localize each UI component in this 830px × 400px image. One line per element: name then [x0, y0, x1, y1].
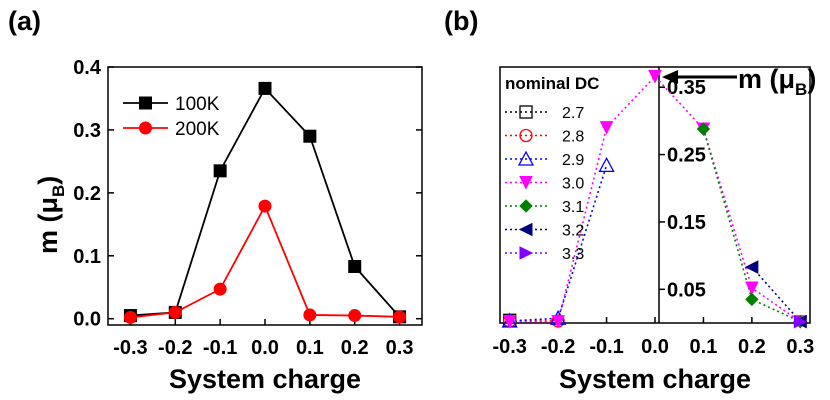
- y-tick-label-b: 0.15: [667, 212, 706, 234]
- data-point-100K: [213, 164, 227, 178]
- y-tick-label-a: 0.3: [73, 120, 101, 142]
- series-line-3.2: [751, 266, 801, 323]
- legend-label-2.9: 2.9: [562, 152, 584, 169]
- data-point-200K: [303, 308, 317, 322]
- x-tick-label-b: 0.1: [690, 336, 718, 358]
- data-point-200K: [348, 309, 362, 323]
- legend-marker-3.1: [519, 199, 533, 213]
- panel-b-label: (b): [444, 6, 479, 36]
- axis-pointer-label: m (μB): [738, 64, 816, 99]
- x-tick-label-a: -0.2: [158, 337, 192, 359]
- data-point-200K: [393, 310, 407, 324]
- chart-panel-a: 0.0 0.1 0.2 0.3 0.4 -0.3 -0.2 -0.1 0.0 0.1 0.2 0.3 S…: [33, 57, 423, 394]
- y-axis-title-a: m (μB): [33, 176, 68, 254]
- legend-label-100K: 100K: [175, 94, 220, 115]
- data-point-200K: [258, 199, 272, 213]
- plot-frame-b: [499, 66, 811, 324]
- legend-title-b: nominal DC: [505, 74, 599, 93]
- y-tick-label-a: 0.2: [73, 183, 101, 205]
- x-tick-label-b: 0.2: [738, 336, 766, 358]
- data-point-200K: [213, 282, 227, 296]
- y-tick-label-a: 0.4: [73, 57, 102, 79]
- legend-label-2.7: 2.7: [562, 105, 584, 122]
- data-point-3.0: [745, 281, 759, 296]
- data-point-200K: [168, 305, 182, 319]
- y-tick-label-a: 0.0: [73, 309, 101, 331]
- legend-marker-100K: [139, 96, 152, 110]
- panel-a-label: (a): [8, 6, 41, 36]
- legend-marker-3.0: [519, 176, 533, 190]
- series-line-2.9: [509, 165, 608, 322]
- x-tick-label-b: -0.3: [492, 336, 526, 358]
- data-point-2.9: [598, 156, 615, 173]
- x-axis-title-a: System charge: [169, 364, 361, 394]
- legend-label-3.1: 3.1: [562, 199, 584, 216]
- data-point-3.0: [502, 315, 517, 329]
- legend-marker-200K: [139, 121, 152, 135]
- legend-marker-3.2: [518, 222, 533, 237]
- x-tick-label-b: -0.1: [589, 336, 623, 358]
- x-tick-label-a: 0.0: [251, 337, 279, 359]
- data-point-3.0: [599, 121, 614, 135]
- legend-marker-3.3: [519, 246, 534, 260]
- legend-label-200K: 200K: [175, 119, 220, 140]
- data-point-100K: [258, 81, 272, 95]
- data-point-100K: [303, 129, 317, 143]
- data-point-100K: [348, 259, 362, 273]
- x-axis-title-b: System charge: [559, 364, 751, 394]
- plot-frame-a: [107, 66, 423, 326]
- data-point-200K: [123, 310, 137, 324]
- y-tick-label-b: 0.25: [667, 145, 706, 167]
- x-tick-label-a: -0.1: [203, 337, 237, 359]
- legend-marker-2.9: [517, 150, 535, 166]
- data-point-3.0: [551, 315, 565, 329]
- chart-panel-b: 0.050.150.250.35-0.3 -0.2 -0.1 0.0 0.1 0.2 0.3…: [492, 64, 816, 394]
- x-tick-label-b: 0.0: [641, 336, 669, 358]
- x-tick-label-a: 0.2: [341, 337, 369, 359]
- legend-label-3.0: 3.0: [562, 176, 584, 193]
- y-tick-label-a: 0.1: [73, 246, 101, 268]
- x-tick-label-b: -0.2: [541, 336, 575, 358]
- data-point-3.3: [793, 314, 808, 329]
- axis-pointer-arrow-head: [662, 70, 678, 84]
- legend-marker-2.7: [519, 105, 533, 119]
- data-point-3.2: [744, 260, 759, 274]
- data-point-3.1: [745, 292, 759, 307]
- legend-label-3.2: 3.2: [562, 223, 584, 240]
- x-tick-label-a: 0.1: [296, 337, 324, 359]
- legend-label-2.8: 2.8: [562, 129, 584, 146]
- legend-label-3.3: 3.3: [562, 246, 584, 263]
- x-tick-label-b: 0.3: [786, 336, 814, 358]
- data-point-3.1: [696, 122, 711, 136]
- y-tick-label-b: 0.05: [667, 279, 706, 301]
- x-tick-label-a: 0.3: [386, 337, 414, 359]
- data-point-3.0: [648, 69, 662, 84]
- legend-marker-2.8: [519, 128, 533, 143]
- x-tick-label-a: -0.3: [113, 337, 147, 359]
